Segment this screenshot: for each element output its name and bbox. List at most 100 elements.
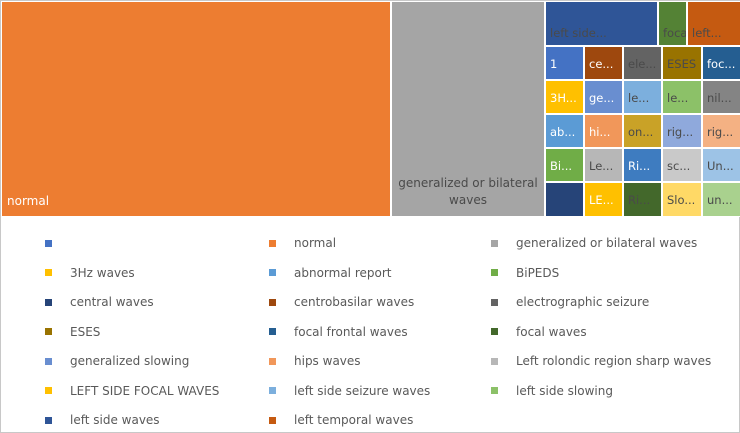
- treemap-tile-label: foc...: [707, 57, 736, 71]
- treemap-tile-label: rig...: [707, 125, 734, 139]
- treemap-tile-label: Le...: [589, 159, 614, 173]
- treemap-tile-label: left...: [692, 26, 722, 40]
- treemap-tile-label: rig...: [667, 125, 694, 139]
- treemap-tile-label: sc...: [667, 159, 691, 173]
- legend-swatch: [491, 357, 498, 365]
- legend-swatch: [45, 328, 52, 335]
- treemap-tile-label: normal: [7, 194, 50, 208]
- treemap-tile: left...: [687, 1, 740, 46]
- treemap-tile: Le...: [584, 148, 623, 182]
- treemap-tile-label: nil...: [707, 91, 732, 105]
- legend-swatch: [45, 269, 52, 276]
- treemap-tile-label: on...: [628, 125, 654, 139]
- treemap-tile: nil...: [702, 80, 740, 114]
- treemap-tile-label: LE...: [589, 193, 614, 207]
- legend-swatch: [269, 357, 276, 365]
- legend-label: generalized slowing: [70, 354, 190, 368]
- legend-item: left side slowing: [491, 381, 613, 401]
- legend-swatch: [45, 416, 52, 424]
- treemap-tile-label: Ri...: [628, 159, 651, 173]
- legend-label: 3Hz waves: [70, 265, 135, 280]
- legend-label: BiPEDS: [516, 265, 560, 280]
- legend-swatch: [491, 328, 498, 335]
- treemap-tile: Ri...: [623, 148, 662, 182]
- legend-item: BiPEDS: [491, 263, 559, 283]
- legend-swatch: [491, 387, 498, 394]
- legend-item: normal: [269, 233, 336, 253]
- treemap-tile: Slo...: [662, 182, 702, 217]
- treemap-tile: foca...: [658, 1, 687, 46]
- treemap-tile-label: 3H...: [550, 91, 577, 105]
- treemap-tile: [545, 182, 584, 217]
- treemap-tile: le...: [662, 80, 702, 114]
- treemap-tile: hi...: [584, 114, 623, 148]
- legend-label: electrographic seizure: [516, 295, 650, 309]
- treemap-tile: ESES: [662, 46, 702, 80]
- treemap-plot-area: normal generalized or bilateral waves left…: [1, 1, 740, 217]
- legend-label: focal frontal waves: [294, 324, 408, 339]
- treemap-tile: sc...: [662, 148, 702, 182]
- legend-label: ESES: [70, 324, 101, 339]
- legend-label: left temporal waves: [294, 413, 414, 427]
- treemap-tile: rig...: [662, 114, 702, 148]
- treemap-tile: ge...: [584, 80, 623, 114]
- legend-label: hips waves: [294, 354, 361, 368]
- treemap-tile-label: generalized or bilateral waves: [398, 176, 538, 207]
- legend-label: left side slowing: [516, 383, 613, 398]
- treemap-tile: normal: [1, 1, 391, 217]
- legend-swatch: [269, 239, 276, 247]
- treemap-tile-label: Slo...: [667, 193, 696, 207]
- treemap-tile: Un...: [702, 148, 740, 182]
- legend-swatch: [45, 298, 52, 306]
- legend-item: abnormal report: [269, 263, 391, 283]
- legend-label: Left rolondic region sharp waves: [516, 354, 712, 368]
- legend-swatch: [269, 298, 276, 306]
- treemap-tile: le...: [623, 80, 662, 114]
- treemap-tile-label: Un...: [707, 159, 734, 173]
- legend-item: left side waves: [45, 410, 160, 430]
- treemap-tile-label: foca...: [663, 26, 687, 40]
- legend-swatch: [45, 239, 52, 247]
- legend-swatch: [45, 357, 52, 365]
- legend-item: Left rolondic region sharp waves: [491, 351, 711, 371]
- treemap-tile: foc...: [702, 46, 740, 80]
- treemap-tile: LE...: [584, 182, 623, 217]
- legend-label: LEFT SIDE FOCAL WAVES: [70, 383, 220, 398]
- treemap-tile-label: un...: [707, 193, 733, 207]
- legend-swatch: [269, 269, 276, 276]
- legend-item: ESES: [45, 322, 100, 342]
- legend-label: central waves: [70, 295, 154, 309]
- legend-item: focal waves: [491, 322, 587, 342]
- legend-swatch: [45, 387, 52, 394]
- treemap-tile-label: ge...: [589, 91, 615, 105]
- treemap-tile-label: hi...: [589, 125, 611, 139]
- legend-label: generalized or bilateral waves: [516, 236, 698, 250]
- legend-swatch: [269, 328, 276, 335]
- chart-legend: normal generalized or bilateral waves 3Hz …: [1, 229, 740, 429]
- treemap-tile: on...: [623, 114, 662, 148]
- treemap-tile-label: Ri...: [628, 193, 651, 207]
- treemap-tile-label: Bi...: [550, 159, 573, 173]
- legend-item: 3Hz waves: [45, 263, 135, 283]
- legend-label: normal: [294, 236, 337, 250]
- treemap-tile: un...: [702, 182, 740, 217]
- treemap-tile-label: left side...: [550, 26, 607, 40]
- treemap-tile-label: ele...: [628, 57, 657, 71]
- treemap-tile-label: ce...: [589, 57, 614, 71]
- treemap-tile: ce...: [584, 46, 623, 80]
- legend-label: abnormal report: [294, 265, 392, 280]
- treemap-tile: Bi...: [545, 148, 584, 182]
- legend-label: left side seizure waves: [294, 383, 431, 398]
- legend-item: electrographic seizure: [491, 292, 649, 312]
- treemap-tile-label: ab...: [550, 125, 576, 139]
- treemap-tile-label: 1: [550, 57, 558, 71]
- treemap-tile: ab...: [545, 114, 584, 148]
- legend-item: focal frontal waves: [269, 322, 408, 342]
- legend-swatch: [491, 269, 498, 276]
- legend-item: generalized or bilateral waves: [491, 233, 697, 253]
- treemap-tile: rig...: [702, 114, 740, 148]
- legend-item: LEFT SIDE FOCAL WAVES: [45, 381, 219, 401]
- legend-item: central waves: [45, 292, 154, 312]
- treemap-tile-label: le...: [667, 91, 689, 105]
